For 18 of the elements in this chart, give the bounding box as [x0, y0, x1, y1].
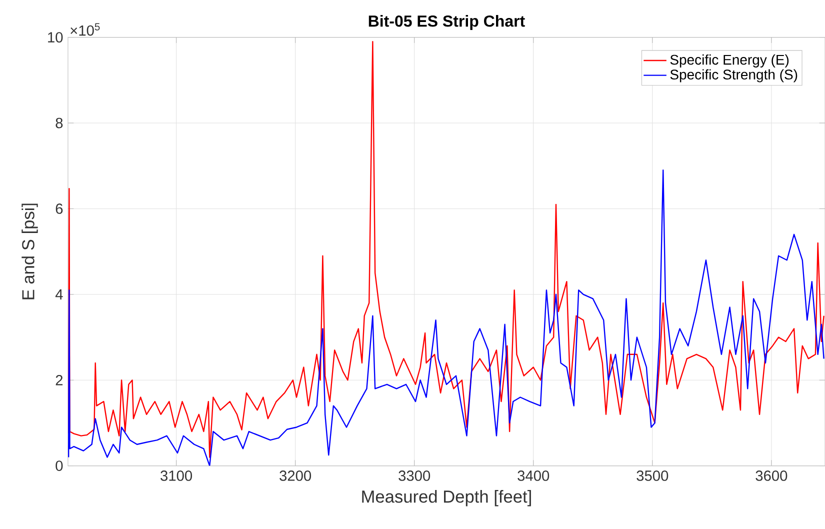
x-tick-label: 3500: [636, 470, 668, 481]
y-tick-label: 6: [56, 203, 63, 214]
legend-label: Specific Strength (S): [670, 69, 798, 82]
y-tick-label: 8: [56, 118, 63, 128]
x-tick-label: 3200: [280, 470, 312, 481]
y-tick-label: 2: [56, 374, 63, 386]
x-tick-label: 3100: [160, 470, 192, 481]
legend-label: Specific Energy (E): [670, 54, 789, 68]
text: ×10$^{5}$: [70, 23, 100, 36]
y-tick-label: 10: [48, 32, 63, 42]
x-tick-label: 3600: [756, 470, 788, 481]
chart-title: Bit-05 ES Strip Chart: [368, 14, 525, 30]
x-tick-label: 3300: [398, 470, 430, 481]
y-axis-title: E and S [psi]: [22, 204, 38, 300]
y-tick-label: 0: [56, 460, 63, 471]
y-tick-label: 4: [55, 289, 63, 300]
x-tick-label: 3400: [518, 470, 550, 481]
x-axis-title: Measured Depth [feet]: [362, 490, 531, 506]
